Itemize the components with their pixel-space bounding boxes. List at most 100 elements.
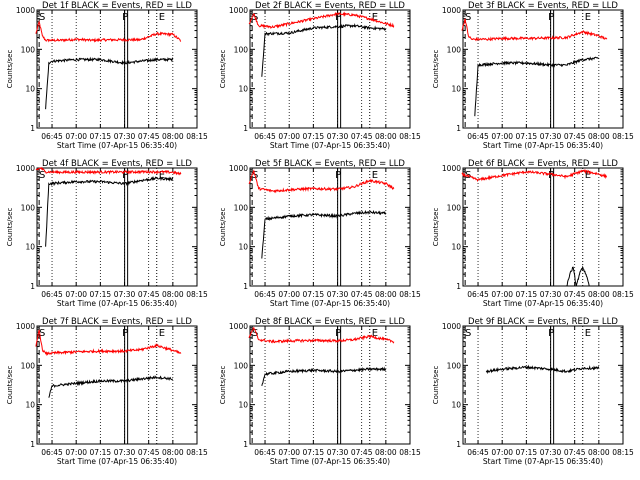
marker-label-S: S (39, 12, 45, 23)
x-tick-label: 08:00 (588, 290, 610, 299)
x-tick-label: 07:15 (90, 132, 112, 141)
y-tick-label: 10 (451, 85, 461, 94)
x-axis-label: Start Time (07-Apr-15 06:35:40) (270, 457, 390, 466)
y-tick-label: 1000 (16, 6, 35, 15)
marker-label-P: P (122, 328, 128, 339)
chart-panel-3: Det 3f BLACK = Events, RED = LLD 1 10 100 10… (432, 1, 634, 150)
chart-title: Det 7f BLACK = Events, RED = LLD (42, 317, 192, 327)
events-series-line (261, 209, 387, 259)
chart-title: Det 8f BLACK = Events, RED = LLD (255, 317, 405, 327)
x-tick-label: 06:45 (41, 132, 63, 141)
y-tick-label: 100 (21, 45, 36, 54)
x-tick-label: 08:15 (186, 290, 208, 299)
x-tick-label: 07:45 (138, 132, 160, 141)
x-tick-label: 07:15 (303, 448, 325, 457)
marker-label-E: E (585, 328, 591, 339)
x-tick-label: 06:45 (254, 290, 276, 299)
x-tick-label: 07:00 (278, 132, 300, 141)
x-tick-label: 06:45 (254, 448, 276, 457)
x-tick-label: 08:00 (588, 132, 610, 141)
x-tick-label: 07:15 (516, 448, 538, 457)
y-tick-label: 1 (30, 124, 35, 133)
chart-panel-6: Det 6f BLACK = Events, RED = LLD 1 10 100 10… (432, 159, 634, 308)
x-tick-label: 07:30 (114, 448, 136, 457)
y-axis-label: Counts/sec (6, 208, 14, 247)
x-tick-label: 07:30 (114, 290, 136, 299)
y-tick-label: 1000 (442, 6, 461, 15)
marker-label-E: E (372, 12, 378, 23)
y-tick-label: 1 (456, 124, 461, 133)
marker-label-E: E (159, 170, 165, 181)
marker-label-P: P (122, 170, 128, 181)
y-axis-label: Counts/sec (6, 50, 14, 89)
y-tick-label: 10 (238, 401, 248, 410)
y-axis-label: Counts/sec (432, 50, 440, 89)
x-tick-label: 08:00 (162, 132, 184, 141)
y-tick-label: 100 (234, 361, 249, 370)
x-axis-label: Start Time (07-Apr-15 06:35:40) (57, 141, 177, 150)
y-tick-label: 10 (451, 401, 461, 410)
chart-panel-8: Det 8f BLACK = Events, RED = LLD 1 10 100 10… (219, 317, 421, 466)
y-tick-label: 1 (243, 124, 248, 133)
chart-panel-4: Det 4f BLACK = Events, RED = LLD 1 10 100 10… (6, 159, 208, 308)
x-tick-label: 08:15 (399, 290, 421, 299)
marker-label-S: S (39, 170, 45, 181)
x-tick-label: 07:30 (540, 132, 562, 141)
events-series-line (261, 366, 387, 387)
chart-title: Det 1f BLACK = Events, RED = LLD (42, 1, 192, 11)
marker-label-P: P (122, 12, 128, 23)
x-tick-label: 08:00 (375, 132, 397, 141)
marker-label-E: E (585, 170, 591, 181)
x-tick-label: 07:45 (564, 132, 586, 141)
x-tick-label: 07:00 (65, 448, 87, 457)
lld-series-line (35, 166, 182, 176)
marker-label-S: S (252, 328, 258, 339)
x-tick-label: 08:00 (162, 448, 184, 457)
x-tick-label: 08:00 (375, 290, 397, 299)
lld-series-line (248, 169, 395, 194)
y-tick-label: 10 (25, 85, 35, 94)
x-tick-label: 08:00 (162, 290, 184, 299)
x-tick-label: 08:15 (186, 448, 208, 457)
x-tick-label: 08:00 (588, 448, 610, 457)
marker-label-P: P (335, 12, 341, 23)
x-tick-label: 07:30 (327, 290, 349, 299)
plot-frame (462, 9, 624, 129)
y-tick-label: 1 (456, 282, 461, 291)
y-tick-label: 100 (234, 203, 249, 212)
x-tick-label: 06:45 (41, 448, 63, 457)
y-tick-label: 10 (238, 243, 248, 252)
x-tick-label: 08:15 (612, 132, 634, 141)
x-tick-label: 07:15 (303, 290, 325, 299)
x-axis-label: Start Time (07-Apr-15 06:35:40) (483, 457, 603, 466)
x-tick-label: 08:15 (186, 132, 208, 141)
marker-label-E: E (372, 170, 378, 181)
y-tick-label: 10 (25, 401, 35, 410)
x-tick-label: 07:15 (90, 448, 112, 457)
x-tick-label: 08:15 (612, 448, 634, 457)
lld-series-line (35, 329, 182, 357)
y-axis-label: Counts/sec (432, 208, 440, 247)
y-axis-label: Counts/sec (432, 366, 440, 405)
chart-title: Det 2f BLACK = Events, RED = LLD (255, 1, 405, 11)
x-tick-label: 07:00 (65, 132, 87, 141)
x-tick-label: 07:00 (278, 290, 300, 299)
x-tick-label: 07:00 (65, 290, 87, 299)
x-tick-label: 08:15 (399, 132, 421, 141)
marker-label-S: S (465, 328, 471, 339)
chart-title: Det 6f BLACK = Events, RED = LLD (468, 159, 618, 169)
x-tick-label: 07:45 (351, 132, 373, 141)
plot-frame (462, 167, 624, 287)
y-tick-label: 100 (21, 361, 36, 370)
plot-frame (36, 167, 198, 287)
x-tick-label: 07:15 (303, 132, 325, 141)
x-tick-label: 07:45 (138, 448, 160, 457)
x-tick-label: 07:45 (564, 448, 586, 457)
plot-frame (462, 325, 624, 445)
chart-title: Det 9f BLACK = Events, RED = LLD (468, 317, 618, 327)
plot-frame (249, 9, 411, 129)
lld-series-line (248, 326, 395, 344)
y-axis-label: Counts/sec (6, 366, 14, 405)
y-tick-label: 1 (243, 440, 248, 449)
